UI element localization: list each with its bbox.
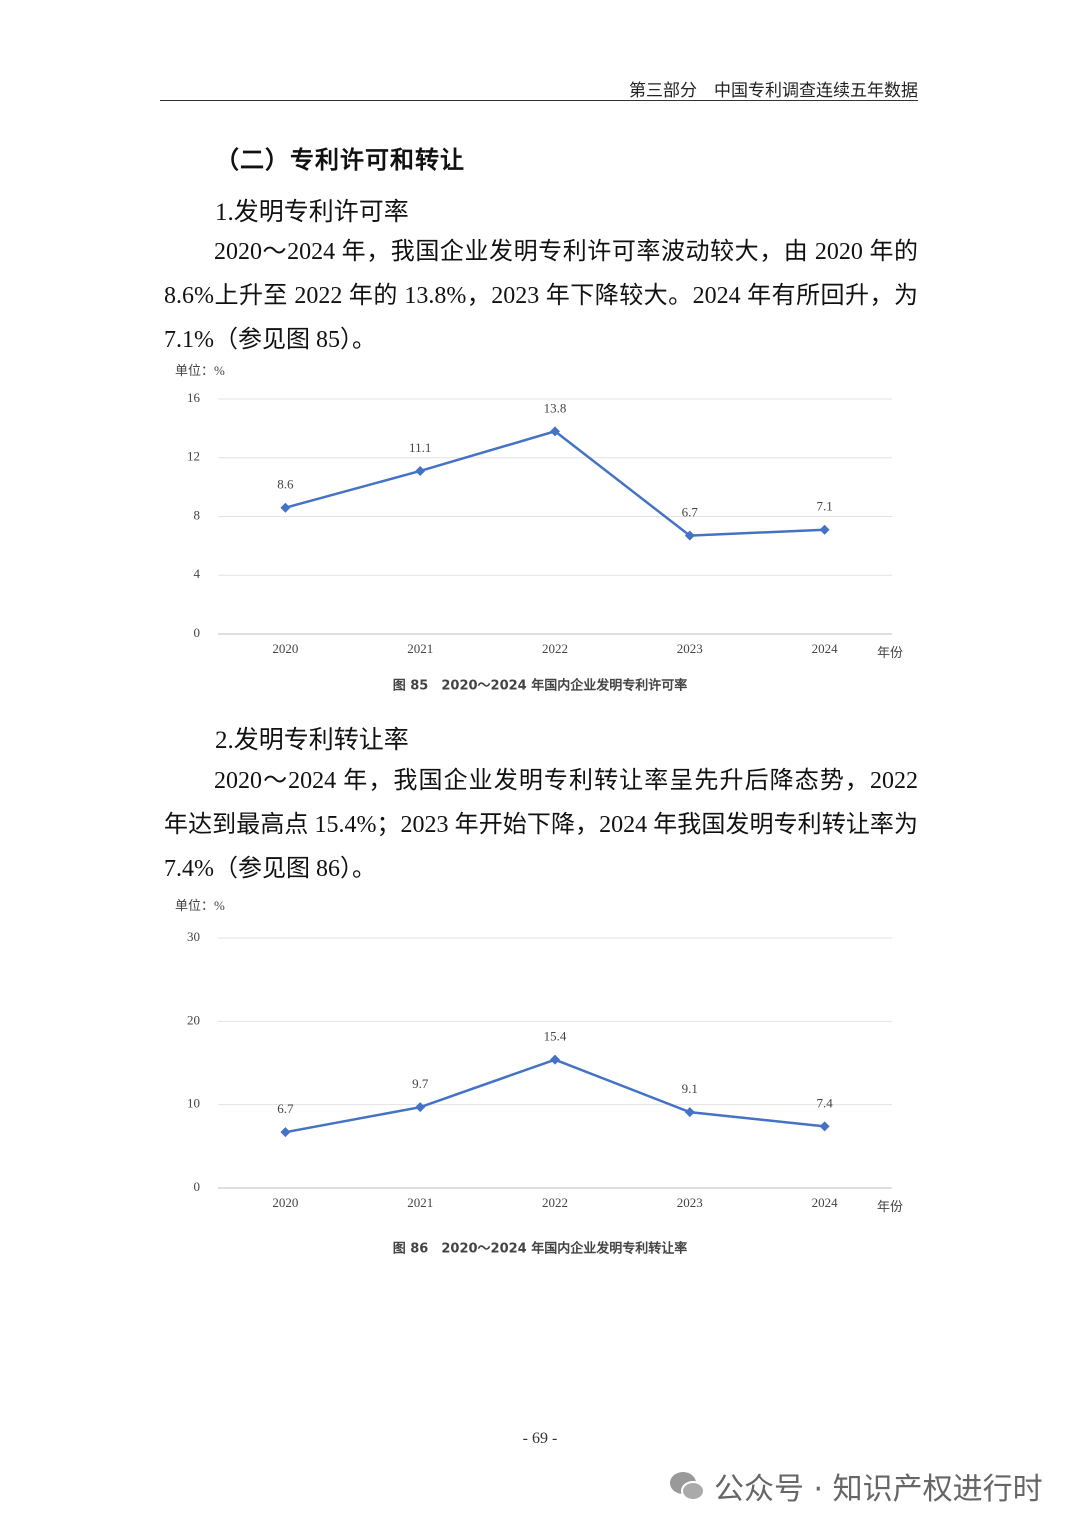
page-number: - 69 - (522, 1430, 558, 1447)
line (285, 429, 825, 537)
y-tick-label: 10 (187, 1096, 200, 1111)
y-axis-label: 单位：% (175, 363, 225, 378)
watermark: 公众号 · 知识产权进行时 (668, 1464, 1043, 1508)
marker (415, 1102, 426, 1113)
subsection-title: 1.发明专利许可率 (215, 199, 409, 226)
data-label: 13.8 (544, 400, 567, 415)
paragraph: 2020～2024 年，我国企业发明专利转让率呈先升后降态势，2022 年达到最… (164, 768, 918, 882)
marker (280, 502, 291, 513)
x-tick-label: 2024 (812, 1195, 839, 1210)
marker (550, 426, 560, 437)
data-label: 11.1 (409, 440, 431, 455)
paragraph: 2020～2024 年，我国企业发明专利许可率波动较大，由 2020 年的 8.… (164, 239, 918, 353)
marker (280, 1127, 291, 1138)
x-axis-label: 年份 (877, 645, 903, 660)
x-axis-label: 年份 (877, 1199, 903, 1214)
watermark-text: 公众号 · 知识产权进行时 (714, 1472, 1043, 1507)
y-tick-label: 30 (187, 929, 200, 944)
data-label: 6.7 (682, 505, 699, 520)
data-label: 8.6 (277, 477, 294, 492)
chart: 单位：% 0 10 20 30 2020 2021 2022 2023 2024 年份 6.7 9.7 1… (175, 898, 903, 1257)
wechat-icon (670, 1472, 705, 1501)
data-label: 9.1 (682, 1081, 698, 1096)
y-tick-label: 0 (194, 1179, 201, 1194)
caption: 图 86 2020～2024 年国内企业发明专利转让率 (393, 1241, 688, 1257)
chart: 单位：% 0 4 8 12 16 2020 2021 2022 2023 2024 年份 8.6 11.1… (175, 363, 903, 694)
marker (550, 1054, 560, 1065)
section-title: （二）专利许可和转让 (215, 148, 465, 174)
y-tick-label: 16 (187, 390, 201, 405)
x-tick-label: 2024 (812, 641, 839, 656)
x-tick-label: 2021 (407, 1195, 433, 1210)
caption: 图 85 2020～2024 年国内企业发明专利许可率 (393, 678, 688, 694)
data-label: 6.7 (277, 1101, 294, 1116)
x-tick-label: 2021 (407, 641, 433, 656)
marker (819, 524, 830, 535)
y-tick-label: 4 (194, 566, 201, 581)
data-label: 9.7 (412, 1076, 429, 1091)
y-tick-label: 0 (194, 625, 201, 640)
x-tick-label: 2022 (542, 641, 568, 656)
data-label: 7.1 (816, 499, 832, 514)
marker (684, 530, 695, 541)
data-label: 7.4 (816, 1095, 833, 1110)
x-tick-label: 2023 (677, 641, 703, 656)
x-tick-label: 2020 (272, 641, 298, 656)
line (285, 1058, 825, 1134)
x-tick-label: 2023 (677, 1195, 703, 1210)
y-axis-label: 单位：% (175, 898, 225, 913)
x-tick-label: 2022 (542, 1195, 568, 1210)
subsection-title: 2.发明专利转让率 (215, 727, 409, 754)
marker (415, 465, 426, 476)
y-tick-label: 12 (187, 449, 200, 464)
marker (819, 1121, 830, 1132)
marker (684, 1107, 695, 1118)
y-tick-label: 20 (187, 1012, 200, 1027)
y-tick-label: 8 (194, 507, 201, 522)
data-label: 15.4 (544, 1029, 567, 1044)
header-rule (160, 100, 918, 101)
page-header: 第三部分 中国专利调查连续五年数据 (629, 81, 918, 100)
x-tick-label: 2020 (272, 1195, 298, 1210)
